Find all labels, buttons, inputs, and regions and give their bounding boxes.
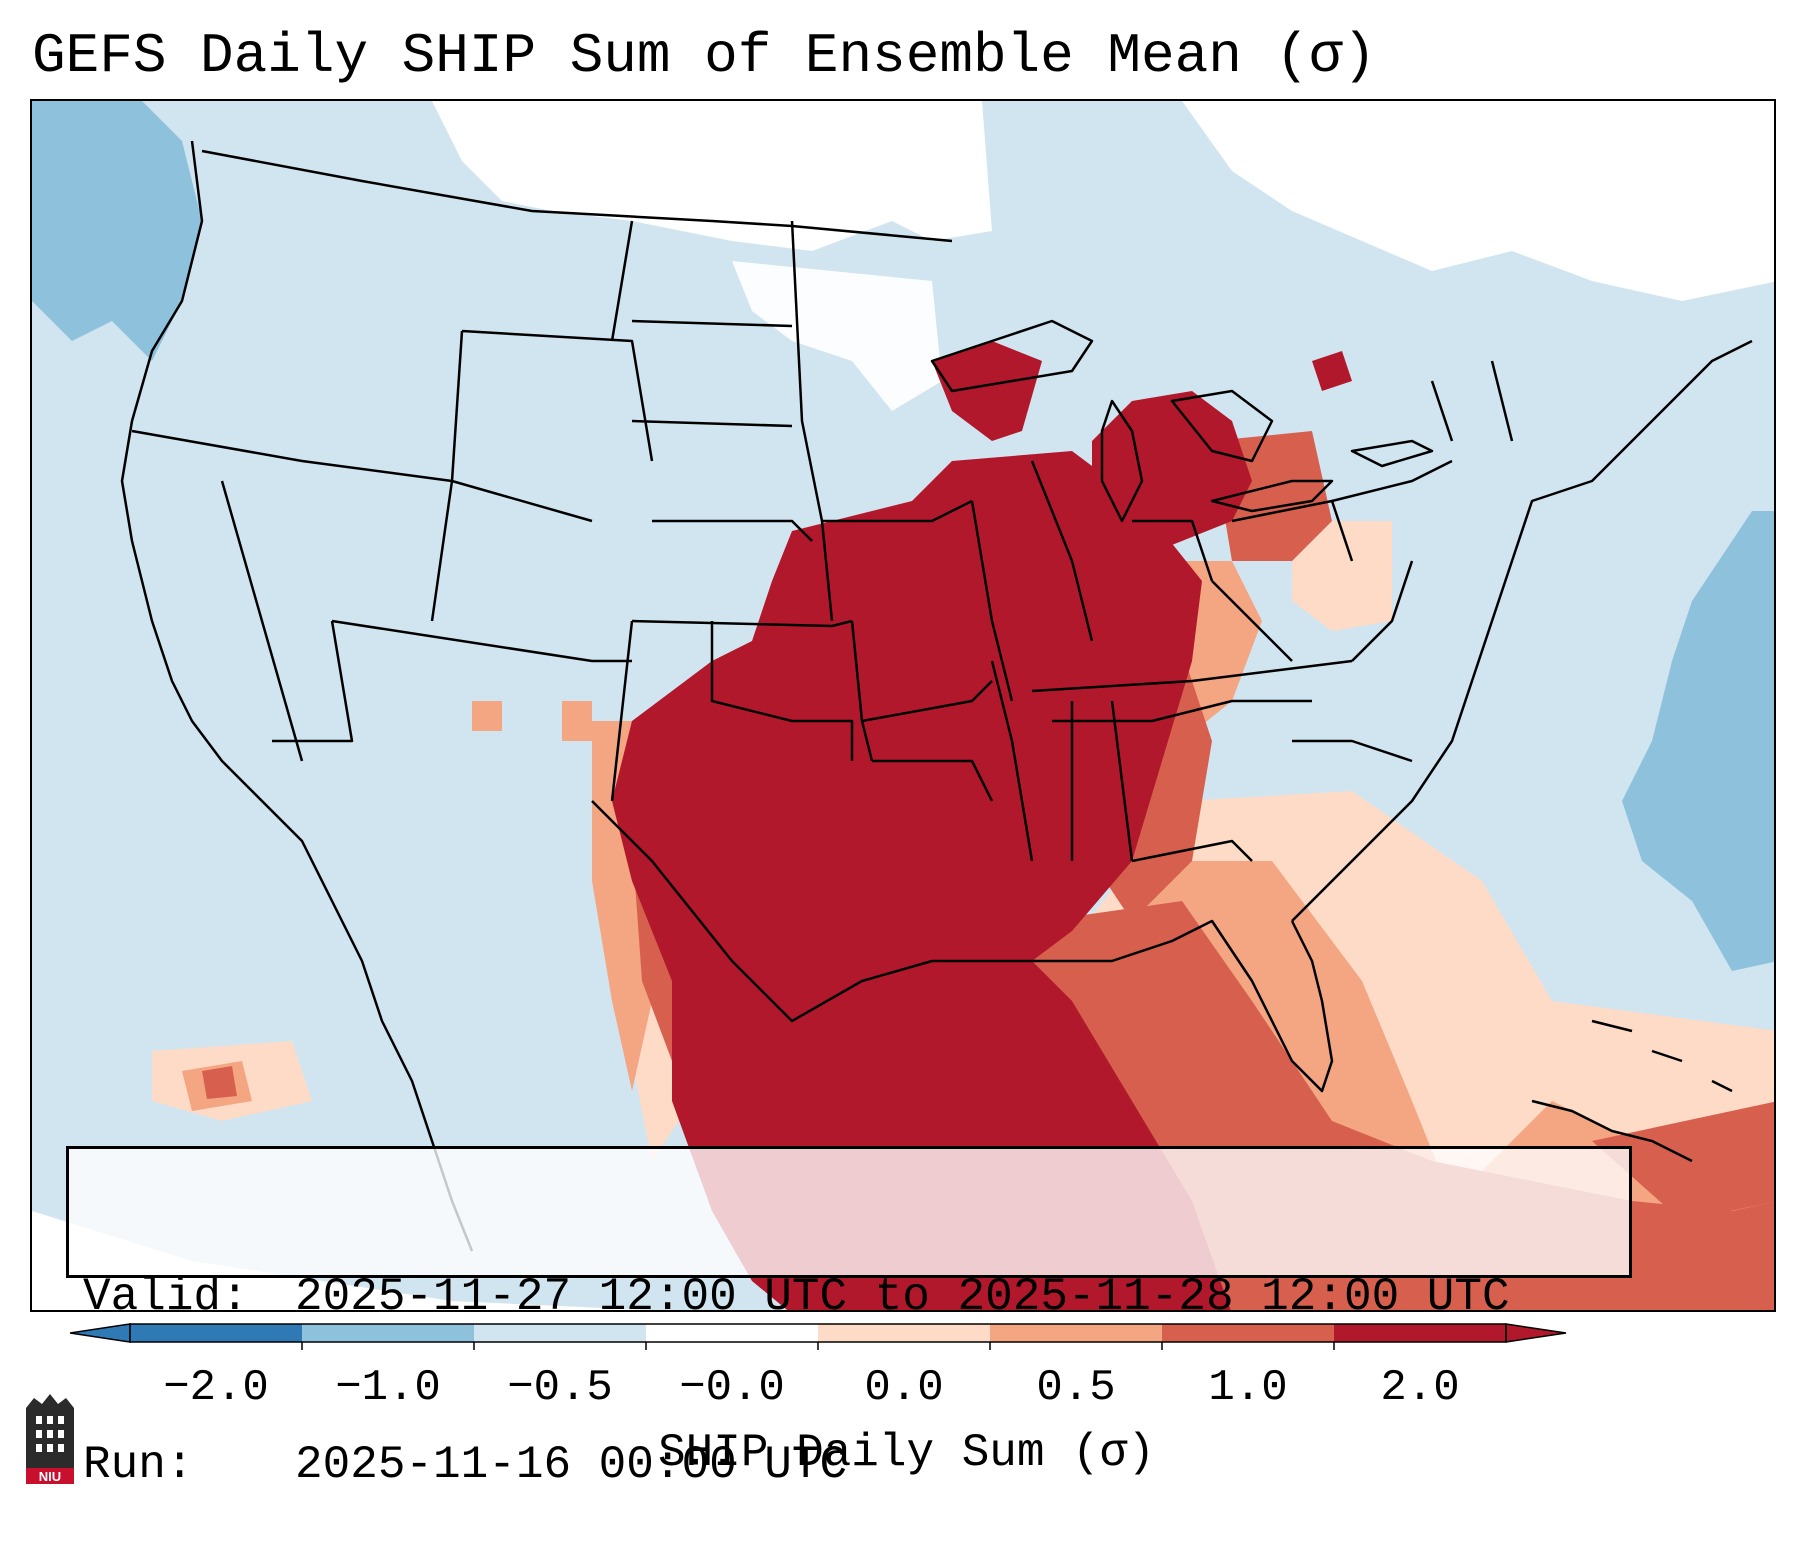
wv-line	[1211, 580, 1293, 662]
utah-colorado-line	[430, 480, 454, 622]
colorbar-segment	[1334, 1324, 1507, 1342]
lake-ontario	[1350, 439, 1434, 468]
or-ca-border	[131, 429, 303, 463]
canada-border	[201, 149, 953, 243]
run-value: 2025-11-16 00:00 UTC	[295, 1439, 848, 1491]
la-ar-line	[872, 759, 994, 802]
colorbar-label: SHIP Daily Sum (σ)	[658, 1427, 1155, 1479]
colorbar-segment	[818, 1324, 991, 1342]
sd-ne-line	[631, 419, 793, 428]
nc-sc-line	[1292, 739, 1413, 763]
colorbar-tick-label: 1.0	[1208, 1363, 1288, 1413]
boundaries	[120, 140, 1753, 1252]
colorbar-extend-high	[1505, 1323, 1567, 1343]
map-svg	[32, 101, 1774, 1310]
ia-mo-line	[822, 499, 973, 523]
mississippi-river-line	[970, 500, 1014, 702]
colorbar-segment	[990, 1324, 1163, 1342]
colorbar-tick-label: 0.0	[864, 1363, 944, 1413]
il-in-line	[1030, 460, 1094, 642]
arizona-border	[272, 620, 354, 743]
run-label: Run:	[83, 1439, 194, 1491]
wyoming-west-line	[450, 330, 464, 482]
az-low-spot	[472, 701, 502, 731]
valid-value: 2025-11-27 12:00 UTC to 2025-11-28 12:00…	[295, 1271, 1510, 1323]
run-info-box: Valid: 2025-11-27 12:00 UTC to 2025-11-28…	[66, 1146, 1632, 1491]
nd-sd-line	[631, 319, 793, 328]
lake-erie	[1210, 479, 1334, 513]
lake-huron	[1170, 389, 1274, 463]
nm-tx-line	[610, 620, 634, 802]
ontario-high-spot	[1312, 351, 1352, 391]
mn-ia-mo-west-line	[790, 220, 834, 622]
maine-line	[1490, 360, 1514, 442]
plains-neutral-region	[732, 261, 942, 411]
svg-text:NIU: NIU	[39, 1469, 61, 1484]
gulf-coastline	[591, 800, 1334, 1093]
bahamas-outline	[1591, 1019, 1733, 1093]
minnesota-high-region	[932, 341, 1042, 441]
illinois-high-region	[1092, 531, 1202, 801]
pacific-moderate-spot	[202, 1066, 237, 1099]
cuba-outline	[1531, 1099, 1693, 1163]
vt-nh-line	[1430, 380, 1454, 442]
fl-border	[1131, 839, 1253, 863]
four-corners-line	[331, 619, 632, 663]
nevada-west-border	[220, 480, 304, 762]
lake-superior	[930, 319, 1094, 393]
colorbar-extend-low	[70, 1323, 131, 1343]
quebec-neutral-region	[1182, 101, 1774, 301]
colorbar-segment	[130, 1324, 303, 1342]
colorbar-segment	[646, 1324, 819, 1342]
ne-ks-line	[652, 519, 813, 542]
colorbar-tick-labels: −2.0 −1.0 −0.5 −0.0 0.0 0.5 1.0 2.0	[0, 1362, 1803, 1422]
ks-ok-line	[631, 619, 853, 628]
colorbar-segment	[302, 1324, 475, 1342]
colorbar-tick-label: −2.0	[163, 1363, 269, 1413]
run-row: Run: 2025-11-16 00:00 UTC	[83, 1437, 1615, 1493]
negative-anomaly-regions	[32, 101, 1774, 971]
valid-row: Valid: 2025-11-27 12:00 UTC to 2025-11-28…	[83, 1269, 1615, 1325]
bottom-left-neutral-region	[32, 1211, 646, 1310]
map-panel	[30, 99, 1776, 1312]
oh-in-line	[1132, 519, 1214, 582]
colorbar-tick-label: 0.5	[1036, 1363, 1116, 1413]
lake-michigan	[1100, 399, 1144, 523]
colorbar-tick-label: 2.0	[1380, 1363, 1460, 1413]
tn-south-line	[1052, 699, 1312, 723]
al-ga-line	[1110, 700, 1134, 862]
pacific-coastline	[120, 140, 474, 1252]
colorbar-segment	[1162, 1324, 1335, 1342]
chart-title: GEFS Daily SHIP Sum of Ensemble Mean (σ)	[32, 24, 1377, 88]
colorbar-tick-label: −0.5	[507, 1363, 613, 1413]
tn-ky-line	[1031, 659, 1353, 693]
dakotas-west-line	[610, 220, 634, 342]
nm-low-spot	[562, 701, 592, 741]
ny-pa-line	[1331, 459, 1453, 503]
pacific-blue-region	[32, 101, 202, 361]
colorbar-segments	[70, 1323, 1567, 1350]
ok-tx-line	[710, 621, 854, 761]
ohio-slight-region	[1292, 521, 1392, 631]
central-high-region	[612, 451, 1231, 1310]
caribbean-moderate-region	[1592, 1101, 1774, 1221]
ar-mo-line	[861, 680, 993, 723]
va-line	[1351, 560, 1414, 662]
colorbar	[70, 1323, 1567, 1350]
niu-logo: NIU	[26, 1394, 74, 1484]
atlantic-blue-region	[1622, 511, 1774, 971]
colorbar-segment	[474, 1324, 647, 1342]
colorbar-tick-label: −0.0	[679, 1363, 785, 1413]
atlantic-coastline	[1291, 339, 1753, 922]
ms-west-line	[990, 660, 1034, 862]
colorbar-tick-label: −1.0	[335, 1363, 441, 1413]
valid-label: Valid:	[83, 1271, 249, 1323]
